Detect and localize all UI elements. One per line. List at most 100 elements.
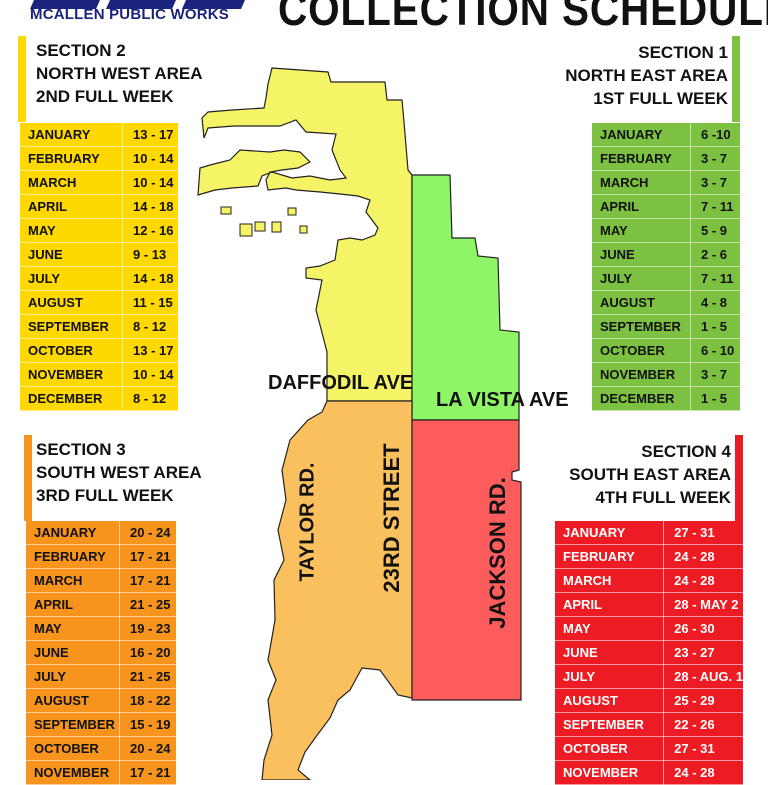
- road-label-taylor-rd: TAYLOR RD.: [296, 462, 319, 582]
- schedule-dates: 21 - 25: [119, 664, 176, 689]
- schedule-row: DECEMBER 8 - 12: [20, 386, 178, 411]
- schedule-month: JANUARY: [592, 123, 691, 147]
- schedule-month: SEPTEMBER: [26, 712, 120, 737]
- schedule-month: SEPTEMBER: [592, 314, 691, 339]
- schedule-row: FEBRUARY 3 - 7: [592, 146, 740, 171]
- map-region-north-east: [411, 174, 520, 421]
- schedule-dates: 6 - 10: [690, 338, 740, 363]
- schedule-month: OCTOBER: [592, 338, 691, 363]
- schedule-dates: 3 - 7: [690, 146, 740, 171]
- schedule-month: AUGUST: [26, 688, 120, 713]
- section-4-accent-bar: [735, 435, 743, 521]
- schedule-dates: 22 - 26: [663, 712, 743, 737]
- schedule-row: NOVEMBER 10 - 14: [20, 362, 178, 387]
- section-3-schedule-table: JANUARY 20 - 24 FEBRUARY 17 - 21 MARCH 17 - 2…: [26, 521, 176, 785]
- schedule-dates: 24 - 28: [663, 544, 743, 569]
- schedule-month: OCTOBER: [555, 736, 665, 761]
- schedule-dates: 1 - 5: [690, 314, 740, 339]
- schedule-row: NOVEMBER 3 - 7: [592, 362, 740, 387]
- schedule-month: MAY: [592, 218, 691, 243]
- schedule-dates: 13 - 17: [122, 123, 178, 147]
- schedule-month: SEPTEMBER: [20, 314, 123, 339]
- schedule-dates: 7 - 11: [690, 194, 740, 219]
- schedule-dates: 16 - 20: [119, 640, 176, 665]
- schedule-dates: 10 - 14: [122, 170, 178, 195]
- schedule-month: NOVEMBER: [592, 362, 691, 387]
- schedule-row: MARCH 3 - 7: [592, 170, 740, 195]
- section-1-accent-bar: [732, 36, 740, 122]
- schedule-month: MAY: [26, 616, 120, 641]
- schedule-row: MARCH 17 - 21: [26, 568, 176, 593]
- logo-graphic: [30, 0, 245, 9]
- section-4-area: SOUTH EAST AREA: [569, 465, 731, 484]
- section-2-schedule-table: JANUARY 13 - 17 FEBRUARY 10 - 14 MARCH 10 - 1…: [20, 123, 178, 411]
- schedule-row: JULY 21 - 25: [26, 664, 176, 689]
- schedule-row: JANUARY 6 -10: [592, 123, 740, 147]
- section-4-header: SECTION 4 SOUTH EAST AREA 4TH FULL WEEK: [569, 440, 731, 509]
- schedule-row: SEPTEMBER 1 - 5: [592, 314, 740, 339]
- schedule-month: MARCH: [20, 170, 123, 195]
- section-2-week: 2ND FULL WEEK: [36, 87, 174, 106]
- schedule-dates: 5 - 9: [690, 218, 740, 243]
- schedule-row: APRIL 21 - 25: [26, 592, 176, 617]
- schedule-month: JUNE: [26, 640, 120, 665]
- schedule-dates: 26 - 30: [663, 616, 743, 641]
- schedule-month: DECEMBER: [592, 386, 691, 411]
- schedule-month: OCTOBER: [26, 736, 120, 761]
- schedule-month: JUNE: [20, 242, 123, 267]
- schedule-month: APRIL: [20, 194, 123, 219]
- schedule-dates: 7 - 11: [690, 266, 740, 291]
- section-1-week: 1ST FULL WEEK: [593, 89, 728, 108]
- section-2-name: SECTION 2: [36, 41, 126, 60]
- schedule-row: APRIL 14 - 18: [20, 194, 178, 219]
- schedule-dates: 3 - 7: [690, 362, 740, 387]
- schedule-row: NOVEMBER 17 - 21: [26, 760, 176, 785]
- schedule-row: SEPTEMBER 8 - 12: [20, 314, 178, 339]
- schedule-month: JANUARY: [20, 123, 123, 147]
- section-2-header: SECTION 2 NORTH WEST AREA 2ND FULL WEEK: [36, 39, 203, 108]
- map-region-south-east: [411, 419, 522, 701]
- section-4-week: 4TH FULL WEEK: [595, 488, 731, 507]
- schedule-month: NOVEMBER: [26, 760, 120, 785]
- schedule-month: OCTOBER: [20, 338, 123, 363]
- schedule-dates: 8 - 12: [122, 314, 178, 339]
- schedule-row: MARCH 24 - 28: [555, 568, 743, 593]
- schedule-dates: 23 - 27: [663, 640, 743, 665]
- schedule-month: FEBRUARY: [555, 544, 665, 569]
- schedule-dates: 19 - 23: [119, 616, 176, 641]
- schedule-month: MARCH: [555, 568, 665, 593]
- schedule-dates: 24 - 28: [663, 568, 743, 593]
- schedule-row: MARCH 10 - 14: [20, 170, 178, 195]
- schedule-dates: 17 - 21: [119, 544, 176, 569]
- map-region-north-west: [197, 67, 413, 402]
- schedule-row: JUNE 9 - 13: [20, 242, 178, 267]
- schedule-month: FEBRUARY: [26, 544, 120, 569]
- schedule-row: JULY 7 - 11: [592, 266, 740, 291]
- schedule-dates: 10 - 14: [122, 362, 178, 387]
- schedule-dates: 8 - 12: [122, 386, 178, 411]
- schedule-month: JULY: [20, 266, 123, 291]
- schedule-row: FEBRUARY 17 - 21: [26, 544, 176, 569]
- section-3-week: 3RD FULL WEEK: [36, 486, 174, 505]
- schedule-dates: 21 - 25: [119, 592, 176, 617]
- section-1-schedule-table: JANUARY 6 -10 FEBRUARY 3 - 7 MARCH 3 - 7 APRIL…: [592, 123, 740, 411]
- schedule-month: NOVEMBER: [555, 760, 665, 785]
- schedule-month: MARCH: [26, 568, 120, 593]
- schedule-row: AUGUST 4 - 8: [592, 290, 740, 315]
- schedule-dates: 20 - 24: [119, 521, 176, 545]
- schedule-row: FEBRUARY 10 - 14: [20, 146, 178, 171]
- schedule-month: FEBRUARY: [592, 146, 691, 171]
- schedule-dates: 17 - 21: [119, 760, 176, 785]
- schedule-row: SEPTEMBER 15 - 19: [26, 712, 176, 737]
- schedule-row: JUNE 23 - 27: [555, 640, 743, 665]
- schedule-row: DECEMBER 1 - 5: [592, 386, 740, 411]
- section-4-schedule-table: JANUARY 27 - 31 FEBRUARY 24 - 28 MARCH 24 - 2…: [555, 521, 743, 785]
- schedule-dates: 9 - 13: [122, 242, 178, 267]
- org-name: MCALLEN PUBLIC WORKS: [30, 6, 229, 23]
- schedule-row: AUGUST 25 - 29: [555, 688, 743, 713]
- section-3-area: SOUTH WEST AREA: [36, 463, 202, 482]
- schedule-month: APRIL: [26, 592, 120, 617]
- schedule-dates: 15 - 19: [119, 712, 176, 737]
- schedule-row: MAY 19 - 23: [26, 616, 176, 641]
- schedule-row: APRIL 7 - 11: [592, 194, 740, 219]
